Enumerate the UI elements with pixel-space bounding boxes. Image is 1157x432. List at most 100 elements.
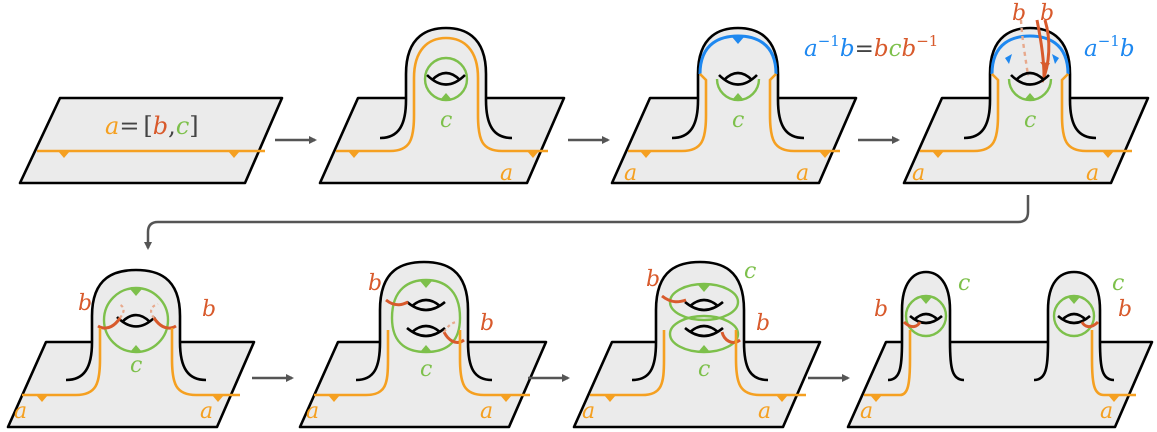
label-b: b	[756, 311, 770, 336]
label-b: b	[646, 267, 660, 292]
label-a: a	[306, 399, 319, 424]
curve-b	[385, 298, 409, 307]
curve-b-back	[149, 302, 159, 319]
orientation-marker	[58, 151, 70, 158]
panel-6: b b c a a	[298, 260, 548, 429]
curve-c	[1052, 294, 1096, 338]
handle-hole	[121, 313, 151, 323]
curve-b-back	[117, 302, 125, 319]
handle-fill	[356, 262, 492, 380]
orientation-marker	[420, 281, 432, 288]
handle-hole-bottom	[689, 324, 719, 334]
base-sheet	[318, 96, 566, 185]
handle-outline	[355, 260, 493, 382]
curve-a	[1090, 330, 1136, 397]
label-a: a	[14, 399, 27, 424]
handle-fill-right	[1034, 272, 1114, 380]
label-c: c	[958, 271, 970, 296]
handle-hole-bottom	[406, 326, 446, 338]
orientation-marker	[1005, 54, 1012, 64]
orientation-marker	[870, 395, 882, 402]
handle-hole	[909, 314, 943, 325]
handle-hole-bottom	[411, 324, 441, 334]
relation-a-equals-commutator: a= [b,c]	[105, 112, 199, 140]
orientation-marker	[732, 37, 744, 44]
handle-outline	[631, 260, 769, 382]
curve-b	[1035, 19, 1046, 77]
label-b: b	[874, 297, 888, 322]
orientation-marker	[1052, 54, 1059, 64]
curve-a	[628, 73, 708, 153]
orientation-marker	[527, 151, 539, 158]
orientation-marker	[212, 395, 224, 402]
orientation-marker	[640, 151, 652, 158]
curve-b	[1040, 19, 1051, 83]
handle-hole	[718, 74, 758, 86]
label-b: b	[1012, 1, 1026, 26]
orientation-marker	[130, 345, 142, 352]
curve-a	[768, 73, 840, 153]
handle-outline	[65, 268, 207, 382]
orientation-marker	[1024, 93, 1036, 100]
handle-hole	[1010, 74, 1050, 86]
panel-2: c a	[318, 26, 566, 186]
curve-a	[590, 330, 666, 397]
curve-b	[97, 317, 122, 330]
handle-outline	[671, 26, 805, 140]
label-c: c	[420, 357, 432, 382]
orientation-marker	[36, 395, 48, 402]
label-a: a	[1086, 161, 1099, 186]
orientation-marker	[1040, 62, 1050, 70]
base-sheet	[902, 96, 1150, 185]
label-a: a	[1100, 399, 1113, 424]
label-c: c	[440, 108, 452, 133]
handle-hole-top	[684, 300, 724, 312]
label-a: a	[796, 161, 809, 186]
handle-hole	[1061, 312, 1087, 321]
panel-5: b b c a a	[6, 268, 256, 429]
orientation-marker	[920, 297, 932, 304]
handle-hole	[1057, 314, 1091, 325]
label-b: b	[1118, 297, 1132, 322]
orientation-marker	[698, 345, 710, 352]
orientation-marker	[420, 345, 432, 352]
curve-a	[22, 328, 102, 397]
orientation-marker	[328, 395, 340, 402]
curve-a-inverse-b	[990, 34, 1070, 75]
panel-1: a= [b,c]	[18, 96, 284, 185]
panel-7: b b c c a a	[572, 259, 822, 429]
panel-8: b b c c a a	[846, 270, 1154, 429]
label-b: b	[78, 291, 92, 316]
label-a: a	[480, 399, 493, 424]
curve-b	[902, 320, 922, 329]
label-b: b	[1040, 1, 1054, 26]
curve-a	[920, 73, 1000, 153]
base-sheet	[572, 340, 822, 429]
curve-a	[336, 36, 548, 153]
curve-c	[904, 294, 948, 338]
label-a: a	[912, 161, 925, 186]
base-sheet	[298, 340, 548, 429]
label-a: a	[758, 399, 771, 424]
label-b: b	[202, 297, 216, 322]
handle-outline	[379, 26, 513, 140]
curve-b	[720, 331, 741, 344]
orientation-marker	[819, 151, 831, 158]
curve-a	[170, 328, 240, 397]
orientation-marker	[348, 151, 360, 158]
label-c: c	[744, 259, 756, 284]
panel-3: c a a a−1b=bcb−1	[610, 26, 938, 186]
handle-hole-bottom	[684, 326, 724, 338]
orientation-marker	[698, 285, 710, 292]
label-c: c	[130, 353, 142, 378]
label-c: c	[1112, 271, 1124, 296]
orientation-marker	[1102, 151, 1114, 158]
orientation-marker	[1108, 395, 1120, 402]
handle-fill-left	[888, 272, 964, 380]
handle-hole-top	[406, 300, 446, 312]
orientation-marker	[130, 289, 142, 296]
arrow-4-to-5	[144, 195, 1030, 250]
curve-a	[1060, 73, 1132, 153]
orientation-marker	[776, 395, 788, 402]
